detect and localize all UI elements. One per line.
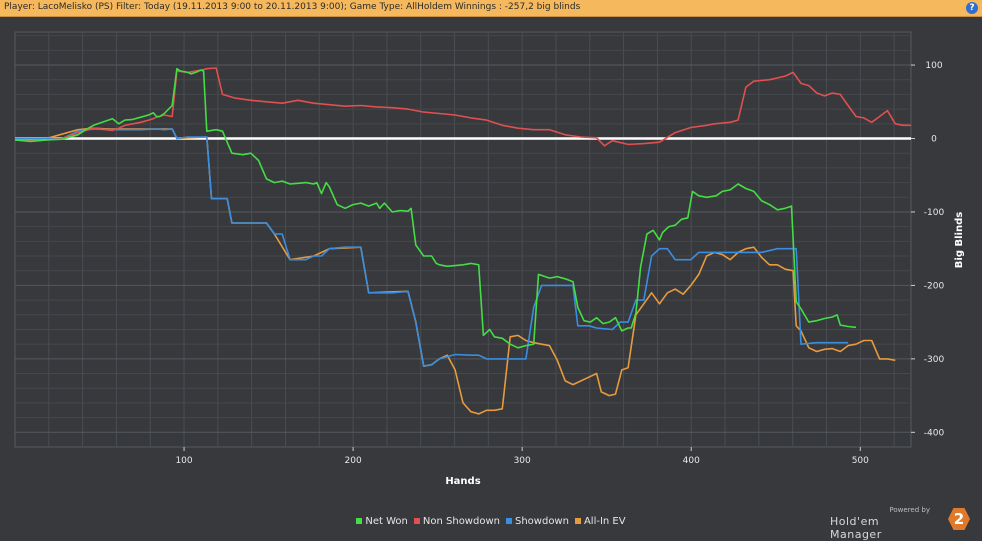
x-tick-label: 100 bbox=[175, 456, 192, 466]
y-tick-label: -300 bbox=[924, 355, 945, 365]
grid bbox=[15, 32, 911, 447]
legend-item-all-in-ev[interactable]: All-In EV bbox=[574, 516, 626, 527]
legend-label: Net Won bbox=[365, 516, 408, 527]
legend-swatch bbox=[505, 518, 512, 524]
legend-label: Showdown bbox=[514, 516, 569, 527]
legend-label: All-In EV bbox=[583, 516, 626, 527]
legend-item-non-showdown[interactable]: Non Showdown bbox=[413, 516, 500, 527]
series-line-non-showdown bbox=[14, 67, 911, 147]
plot-area bbox=[14, 31, 912, 448]
y-axis-label: Big Blinds bbox=[954, 212, 965, 268]
legend-swatch bbox=[574, 518, 581, 524]
x-tick-label: 200 bbox=[345, 456, 362, 466]
hm2-logo-icon: 2 bbox=[948, 508, 970, 530]
legend-label: Non Showdown bbox=[422, 516, 500, 527]
legend-swatch bbox=[413, 518, 420, 524]
chart-title: Player: LacoMelisko (PS) Filter: Today (… bbox=[4, 2, 581, 12]
product-name: Hold'em Manager bbox=[830, 515, 882, 541]
series-line-showdown bbox=[15, 128, 849, 368]
y-axis: 100 0 -100 -200 -300 -400 bbox=[911, 61, 944, 438]
y-tick-label: -400 bbox=[924, 428, 945, 438]
legend: Net Won Non Showdown Showdown All-In EV bbox=[0, 516, 982, 527]
help-icon[interactable]: ? bbox=[966, 2, 978, 14]
title-bar: Player: LacoMelisko (PS) Filter: Today (… bbox=[0, 0, 982, 17]
x-tick-label: 400 bbox=[683, 456, 700, 466]
x-tick-label: 300 bbox=[514, 456, 531, 466]
powered-by-text: Powered by bbox=[889, 506, 930, 514]
legend-swatch bbox=[356, 518, 363, 524]
series-line-net-won bbox=[14, 67, 857, 349]
y-tick-label: 100 bbox=[925, 61, 942, 71]
x-axis: 100 200 300 400 500 bbox=[175, 447, 869, 466]
legend-item-net-won[interactable]: Net Won bbox=[356, 516, 408, 527]
branding: Powered by Hold'em Manager 2 bbox=[830, 504, 970, 541]
series-lines bbox=[14, 67, 911, 415]
y-tick-label: -200 bbox=[924, 281, 945, 291]
x-axis-label: Hands bbox=[445, 476, 480, 487]
legend-item-showdown[interactable]: Showdown bbox=[505, 516, 569, 527]
y-tick-label: -100 bbox=[924, 208, 945, 218]
x-tick-label: 500 bbox=[852, 456, 869, 466]
y-tick-label: 0 bbox=[931, 135, 937, 145]
